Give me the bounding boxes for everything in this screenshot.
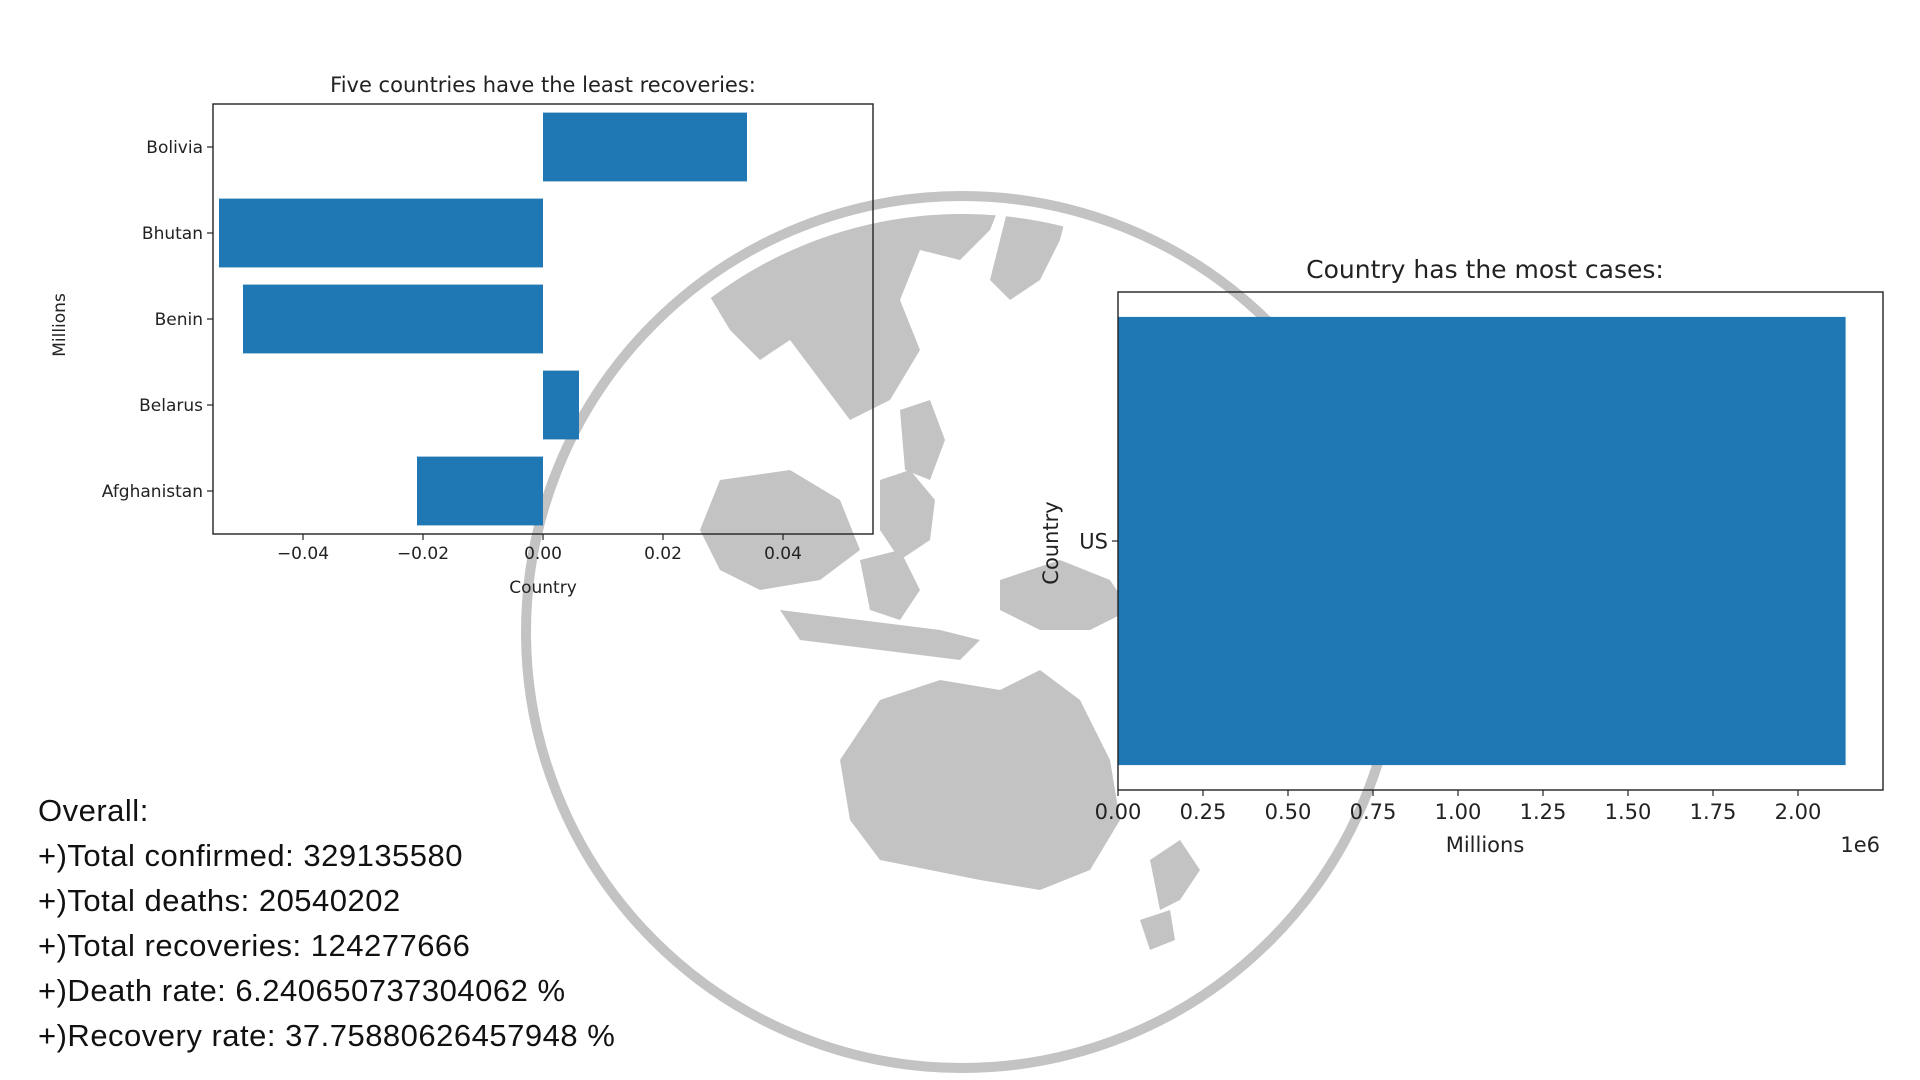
- stat-total-recoveries: +)Total recoveries: 124277666: [38, 928, 471, 963]
- stat-total-deaths: +)Total deaths: 20540202: [38, 883, 401, 918]
- stat-recovery-rate: +)Recovery rate: 37.75880626457948 %: [38, 1018, 616, 1053]
- y-ticks: Afghanistan Belarus Benin Bhutan Bolivia: [102, 138, 213, 502]
- x-tick-label: 0.02: [644, 544, 682, 564]
- x-ticks: −0.04 −0.02 0.00 0.02 0.04: [277, 534, 802, 564]
- x-axis-label: Country: [509, 578, 577, 598]
- bars: [1118, 316, 1846, 766]
- x-tick-label: 1.50: [1605, 800, 1652, 824]
- stat-death-rate: +)Death rate: 6.240650737304062 %: [38, 973, 566, 1008]
- bar-us: [1118, 316, 1846, 766]
- plot-frame: [212, 103, 874, 535]
- chart-title: Five countries have the least recoveries…: [330, 73, 756, 97]
- x-tick-label: 0.04: [764, 544, 802, 564]
- continent-shapes: [700, 214, 1200, 950]
- y-tick-label: Bolivia: [146, 138, 203, 158]
- x-tick-label: −0.02: [397, 544, 449, 564]
- bar-belarus: [543, 370, 579, 440]
- x-tick-label: 0.25: [1180, 800, 1227, 824]
- chart-title: Country has the most cases:: [1306, 255, 1664, 284]
- x-tick-label: 1.75: [1690, 800, 1737, 824]
- x-tick-label: 0.50: [1265, 800, 1312, 824]
- y-ticks: US: [1079, 529, 1118, 553]
- x-tick-label: 0.00: [524, 544, 562, 564]
- x-tick-label: 0.00: [1095, 800, 1142, 824]
- most-cases-chart: Country has the most cases: Country Mill…: [1039, 255, 1884, 857]
- stats-heading: Overall:: [38, 793, 149, 828]
- bar-afghanistan: [417, 456, 543, 526]
- x-axis-label: Millions: [1446, 833, 1525, 857]
- y-tick-label: US: [1079, 529, 1108, 553]
- y-tick-label: Bhutan: [142, 224, 203, 244]
- x-ticks: 0.00 0.25 0.50 0.75 1.00 1.25 1.50 1.75 2.00: [1095, 790, 1822, 824]
- x-tick-label: 2.00: [1775, 800, 1822, 824]
- y-tick-label: Afghanistan: [102, 482, 203, 502]
- least-recoveries-chart: Five countries have the least recoveries…: [50, 73, 874, 598]
- x-tick-label: 1.25: [1520, 800, 1567, 824]
- x-tick-label: −0.04: [277, 544, 329, 564]
- y-tick-label: Belarus: [139, 396, 203, 416]
- stat-total-confirmed: +)Total confirmed: 329135580: [38, 838, 464, 873]
- overall-stats: Overall: +)Total confirmed: 329135580 +)…: [38, 788, 615, 1058]
- y-tick-label: Benin: [155, 310, 203, 330]
- x-tick-label: 0.75: [1350, 800, 1397, 824]
- bar-benin: [243, 284, 543, 354]
- y-axis-label: Millions: [50, 293, 70, 357]
- bar-bhutan: [219, 198, 543, 268]
- x-tick-label: 1.00: [1435, 800, 1482, 824]
- x-axis-offset-text: 1e6: [1840, 833, 1880, 857]
- bars: [219, 112, 747, 526]
- plot-frame: [1117, 291, 1884, 791]
- y-axis-label: Country: [1039, 501, 1063, 584]
- bar-bolivia: [543, 112, 747, 182]
